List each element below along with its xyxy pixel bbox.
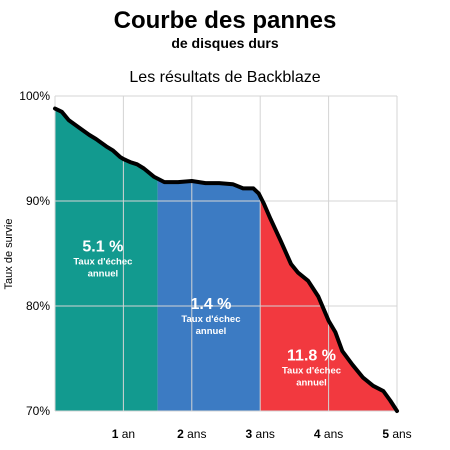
- chart-subtitle: Les résultats de Backblaze: [129, 69, 320, 86]
- x-tick-label: 1 an: [112, 427, 135, 441]
- x-tick-label: 2 ans: [177, 427, 206, 441]
- grid-lines: [54, 95, 398, 412]
- period-area-3: [260, 196, 397, 411]
- y-axis-label: Taux de survie: [3, 219, 15, 290]
- rate-caption-line1: Taux d'échec: [282, 366, 341, 377]
- rate-caption-line1: Taux d'échec: [73, 256, 132, 267]
- period-area-1: [55, 108, 158, 411]
- x-tick-label: 4 ans: [314, 427, 343, 441]
- rate-caption-line2: annuel: [196, 326, 227, 337]
- rate-value: 1.4 %: [190, 296, 231, 313]
- rate-value: 5.1 %: [82, 238, 123, 255]
- period-areas: [55, 108, 397, 411]
- rate-value: 11.8 %: [287, 348, 336, 365]
- x-tick-labels: 1 an 2 ans 3 ans 4 ans 5 ans: [112, 427, 412, 441]
- y-tick-label: 90%: [26, 194, 50, 208]
- y-tick-label: 100%: [19, 89, 50, 103]
- y-tick-label: 80%: [26, 299, 50, 313]
- rate-caption-line2: annuel: [296, 378, 327, 389]
- rate-caption-line2: annuel: [88, 268, 119, 279]
- period-area-2: [157, 178, 261, 411]
- x-tick-label: 5 ans: [382, 427, 411, 441]
- x-tick-label: 3 ans: [246, 427, 275, 441]
- rate-caption-line1: Taux d'échec: [181, 314, 240, 325]
- chart-title: Courbe des pannes: [114, 7, 337, 34]
- survival-curve-line: [53, 106, 399, 413]
- y-tick-labels: 100% 90% 80% 70%: [19, 89, 50, 418]
- chart-title-line2: de disques durs: [171, 35, 279, 51]
- y-tick-label: 70%: [26, 404, 50, 418]
